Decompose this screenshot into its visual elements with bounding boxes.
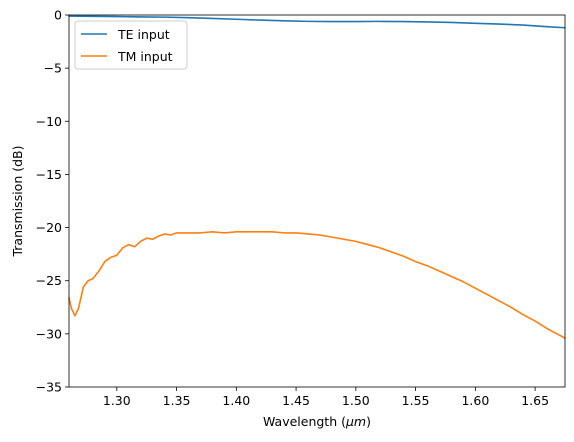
legend-box bbox=[74, 20, 188, 70]
y-tick-label: −15 bbox=[36, 167, 62, 182]
x-tick-label: 1.45 bbox=[282, 393, 310, 408]
x-tick-label: 1.55 bbox=[402, 393, 430, 408]
y-tick-label: −5 bbox=[44, 61, 62, 76]
y-axis-label: Transmission (dB) bbox=[10, 146, 25, 258]
x-tick-label: 1.60 bbox=[461, 393, 489, 408]
plot-area bbox=[68, 14, 566, 388]
x-tick-label: 1.30 bbox=[103, 393, 131, 408]
y-tick-label: 0 bbox=[54, 8, 62, 23]
x-tick-label: 1.50 bbox=[342, 393, 370, 408]
series-line-tm-input bbox=[68, 231, 566, 339]
x-axis-label: Wavelength (μm) bbox=[263, 414, 371, 429]
y-tick-label: −10 bbox=[36, 114, 62, 129]
y-tick-label: −25 bbox=[36, 273, 62, 288]
y-tick-label: −35 bbox=[36, 380, 62, 395]
legend-label-te-input: TE input bbox=[117, 27, 170, 42]
x-axis-ticks: 1.30 1.35 1.40 1.45 1.50 1.55 1.60 1.65 bbox=[103, 387, 549, 408]
legend: TE input TM input bbox=[74, 20, 188, 70]
axes-frame bbox=[68, 14, 566, 388]
legend-label-tm-input: TM input bbox=[117, 49, 173, 64]
series-line-te-input bbox=[68, 15, 566, 29]
y-tick-label: −20 bbox=[36, 220, 62, 235]
y-axis-ticks: 0 −5 −10 −15 −20 −25 −30 −35 bbox=[36, 8, 69, 395]
series-layer bbox=[68, 15, 566, 339]
y-tick-label: −30 bbox=[36, 326, 62, 341]
x-tick-label: 1.65 bbox=[521, 393, 549, 408]
x-tick-label: 1.35 bbox=[163, 393, 191, 408]
x-tick-label: 1.40 bbox=[222, 393, 250, 408]
